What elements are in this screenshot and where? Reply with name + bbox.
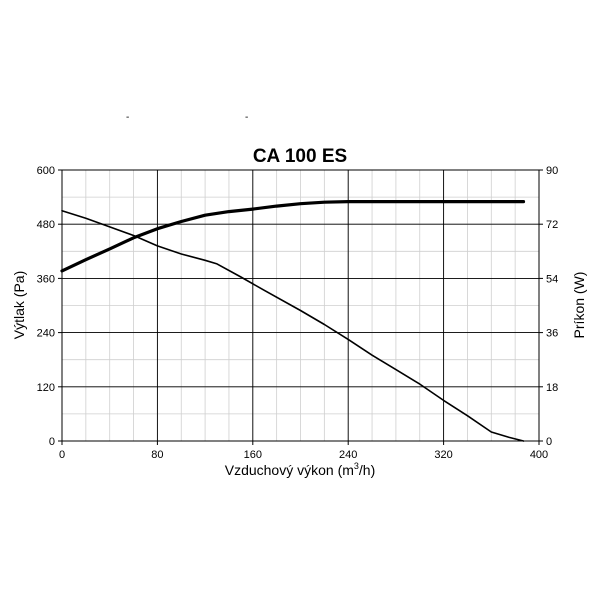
- x-tick-label: 0: [59, 449, 65, 461]
- top-left-mark: -: [126, 112, 130, 123]
- top-right-mark: -: [245, 112, 249, 123]
- x-tick-label: 80: [151, 449, 163, 461]
- y2-tick-label: 36: [546, 328, 558, 340]
- y2-axis-label: Príkon (W): [571, 272, 587, 339]
- y-axis-label: Výtlak (Pa): [11, 271, 27, 339]
- y-tick-label: 0: [49, 436, 55, 448]
- y-tick-label: 240: [37, 328, 55, 340]
- minor-grid: [61, 169, 540, 442]
- y2-tick-label: 90: [546, 165, 558, 177]
- y-tick-label: 120: [37, 382, 55, 394]
- power-curve: [60, 200, 526, 273]
- pressure-curve: [61, 209, 525, 442]
- chart-title: CA 100 ES: [253, 146, 347, 167]
- y2-tick-label: 18: [546, 382, 558, 394]
- x-axis-label: Vzduchový výkon (m3/h): [225, 461, 376, 478]
- y2-tick-label: 0: [546, 436, 552, 448]
- y-tick-label: 360: [37, 273, 55, 285]
- x-tick-label: 240: [339, 449, 357, 461]
- series-layer: [60, 200, 526, 442]
- y-tick-label: 600: [37, 165, 55, 177]
- plot-frame: [61, 169, 540, 442]
- x-tick-label: 400: [530, 449, 548, 461]
- x-tick-label: 320: [434, 449, 452, 461]
- x-tick-label: 160: [244, 449, 262, 461]
- y2-tick-label: 54: [546, 273, 558, 285]
- ticks-layer: 0 80 160 240 320 4000120240360480600018365472…: [37, 165, 559, 461]
- y-tick-label: 480: [37, 219, 55, 231]
- y2-tick-label: 72: [546, 219, 558, 231]
